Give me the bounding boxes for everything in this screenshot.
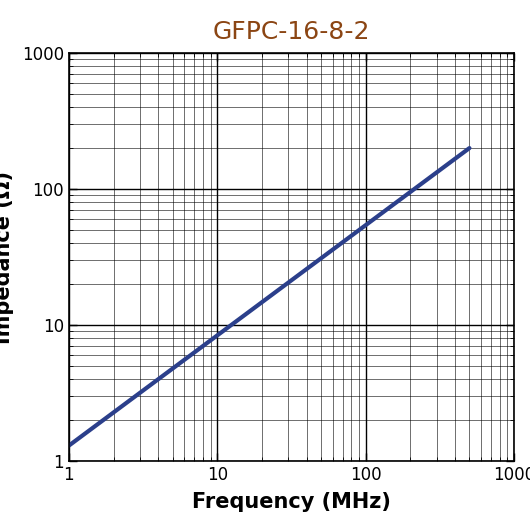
Y-axis label: Impedance (Ω): Impedance (Ω)	[0, 171, 14, 343]
X-axis label: Frequency (MHz): Frequency (MHz)	[192, 492, 391, 513]
Title: GFPC-16-8-2: GFPC-16-8-2	[213, 20, 370, 44]
